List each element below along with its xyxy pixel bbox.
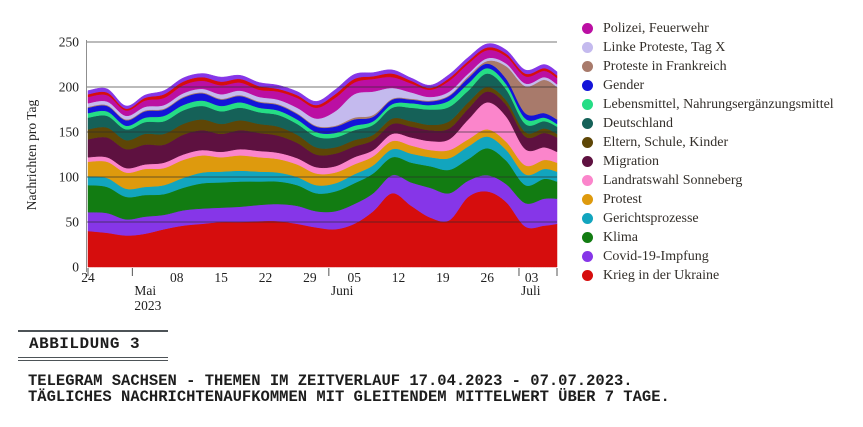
legend-item: Lebensmittel, Nahrungsergänzungsmittel	[582, 95, 834, 114]
x-tick-label: 15	[214, 270, 228, 285]
stacked-area-chart: 0 50 100 150 200 250 24 08 15 22 29 05 12 19 26 03 Mai20…	[24, 35, 558, 313]
x-tick-label: 03	[525, 270, 539, 285]
legend-color-dot	[582, 194, 593, 205]
legend-item-label: Eltern, Schule, Kinder	[603, 134, 729, 150]
legend-color-dot	[582, 61, 593, 72]
caption-line-2: TÄGLICHES NACHRICHTENAUFKOMMEN MIT GLEIT…	[28, 387, 670, 406]
x-tick-label: 08	[170, 270, 184, 285]
legend-color-dot	[582, 175, 593, 186]
legend-color-dot	[582, 270, 593, 281]
legend-item: Migration	[582, 152, 834, 171]
legend: Polizei, Feuerwehr Linke Proteste, Tag X P…	[582, 19, 834, 285]
legend-color-dot	[582, 251, 593, 262]
figure-caption: TELEGRAM SACHSEN - THEMEN IM ZEITVERLAUF…	[28, 372, 670, 406]
legend-item: Klima	[582, 228, 834, 247]
legend-item-label: Krieg in der Ukraine	[603, 267, 720, 283]
y-tick-label: 200	[59, 80, 80, 95]
legend-color-dot	[582, 118, 593, 129]
legend-color-dot	[582, 99, 593, 110]
legend-color-dot	[582, 23, 593, 34]
legend-item: Deutschland	[582, 114, 834, 133]
legend-item-label: Klima	[603, 229, 638, 245]
y-tick-label: 50	[66, 215, 80, 230]
legend-item-label: Gender	[603, 77, 645, 93]
legend-item-label: Gerichtsprozesse	[603, 210, 699, 226]
legend-item: Gerichtsprozesse	[582, 209, 834, 228]
x-month-label: Juni	[331, 283, 354, 298]
legend-item-label: Protest	[603, 191, 642, 207]
y-axis-label: Nachrichten pro Tag	[24, 99, 39, 210]
x-tick-label: 22	[259, 270, 273, 285]
area-unlabeled-violet-cap	[87, 43, 558, 109]
legend-item: Proteste in Frankreich	[582, 57, 834, 76]
x-month-label: Mai	[134, 283, 156, 298]
caption-line-1: TELEGRAM SACHSEN - THEMEN IM ZEITVERLAUF…	[28, 372, 633, 390]
legend-item: Protest	[582, 190, 834, 209]
figure-label-text: ABBILDUNG 3	[29, 335, 141, 353]
legend-item-label: Polizei, Feuerwehr	[603, 20, 709, 36]
legend-item-label: Migration	[603, 153, 659, 169]
y-tick-label: 150	[59, 125, 80, 140]
y-tick-label: 0	[72, 260, 79, 275]
legend-color-dot	[582, 156, 593, 167]
legend-color-dot	[582, 42, 593, 53]
legend-item: Krieg in der Ukraine	[582, 266, 834, 285]
legend-item: Polizei, Feuerwehr	[582, 19, 834, 38]
x-year-label: 2023	[134, 298, 161, 313]
legend-item-label: Deutschland	[603, 115, 673, 131]
x-tick-label: 24	[81, 270, 95, 285]
legend-item-label: Proteste in Frankreich	[603, 58, 727, 74]
y-tick-label: 100	[59, 170, 80, 185]
legend-color-dot	[582, 137, 593, 148]
x-tick-label: 05	[347, 270, 361, 285]
x-month-label: Juli	[521, 283, 541, 298]
x-tick-label: 19	[436, 270, 450, 285]
x-tick-label: 12	[392, 270, 406, 285]
legend-item: Covid-19-Impfung	[582, 247, 834, 266]
legend-color-dot	[582, 213, 593, 224]
x-tick-label: 29	[303, 270, 317, 285]
y-tick-label: 250	[59, 35, 80, 50]
legend-item-label: Landratswahl Sonneberg	[603, 172, 743, 188]
legend-item-label: Covid-19-Impfung	[603, 248, 709, 264]
legend-color-dot	[582, 232, 593, 243]
legend-item-label: Linke Proteste, Tag X	[603, 39, 726, 55]
legend-item-label: Lebensmittel, Nahrungsergänzungsmittel	[603, 96, 834, 112]
legend-color-dot	[582, 80, 593, 91]
legend-item: Linke Proteste, Tag X	[582, 38, 834, 57]
figure-label: ABBILDUNG 3	[18, 330, 169, 361]
legend-item: Landratswahl Sonneberg	[582, 171, 834, 190]
x-tick-label: 26	[481, 270, 495, 285]
legend-item: Eltern, Schule, Kinder	[582, 133, 834, 152]
legend-item: Gender	[582, 76, 834, 95]
